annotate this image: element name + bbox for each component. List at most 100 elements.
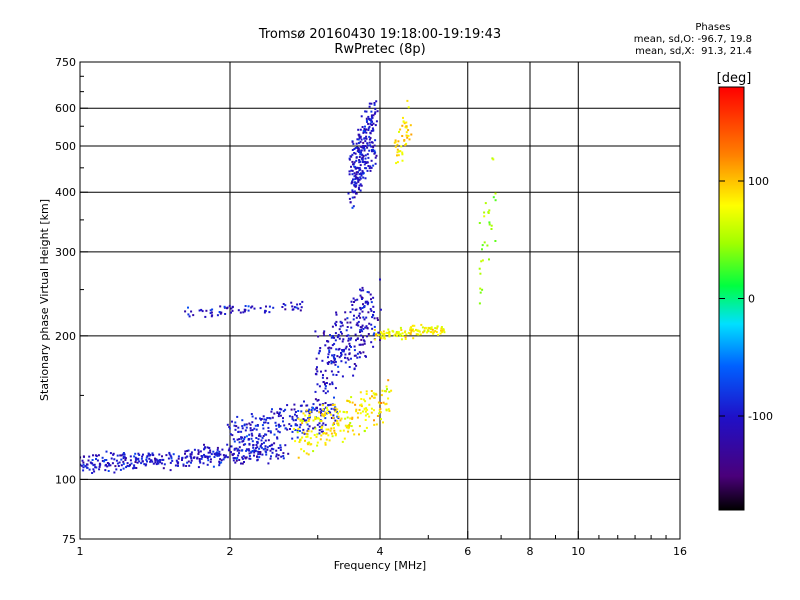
scatter-point [300,448,302,450]
scatter-point [360,190,362,192]
scatter-point [255,417,257,419]
scatter-point [213,466,215,468]
y-tick-label: 600 [55,102,76,115]
scatter-point [342,338,344,340]
scatter-point [86,467,88,469]
scatter-point [353,184,355,186]
scatter-point [343,411,345,413]
scatter-point [106,451,108,453]
scatter-point [272,307,274,309]
scatter-point [208,447,210,449]
scatter-point [481,289,483,291]
scatter-point [422,326,424,328]
scatter-point [251,435,253,437]
scatter-point [312,450,314,452]
scatter-point [299,303,301,305]
scatter-point [356,309,358,311]
scatter-point [321,431,323,433]
scatter-point [237,427,239,429]
scatter-point [370,324,372,326]
scatter-point [162,459,164,461]
scatter-point [356,171,358,173]
scatter-point [251,413,253,415]
scatter-point [416,329,418,331]
scatter-point [138,460,140,462]
scatter-point [441,326,443,328]
scatter-point [313,420,315,422]
scatter-point [406,135,408,137]
scatter-point [398,150,400,152]
scatter-point [341,418,343,420]
scatter-point [357,325,359,327]
scatter-point [316,436,318,438]
scatter-point [105,465,107,467]
scatter-point [372,297,374,299]
scatter-point [384,403,386,405]
scatter-point [301,422,303,424]
scatter-point [417,333,419,335]
scatter-point [266,449,268,451]
scatter-point [252,447,254,449]
scatter-point [352,173,354,175]
scatter-point [358,151,360,153]
scatter-point [489,224,491,226]
scatter-point [319,422,321,424]
scatter-point [367,123,369,125]
scatter-point [402,335,404,337]
scatter-point [244,424,246,426]
scatter-point [352,178,354,180]
scatter-point [306,433,308,435]
scatter-point [257,453,259,455]
scatter-point [410,134,412,136]
scatter-point [204,316,206,318]
scatter-point [328,351,330,353]
scatter-point [322,409,324,411]
scatter-point [355,410,357,412]
scatter-point [303,412,305,414]
scatter-point [219,305,221,307]
scatter-point [347,431,349,433]
scatter-point [371,160,373,162]
scatter-point [364,148,366,150]
scatter-point [353,205,355,207]
scatter-point [358,148,360,150]
scatter-point [198,466,200,468]
scatter-point [367,153,369,155]
colorbar-tick-label: -100 [748,410,773,423]
scatter-point [173,453,175,455]
scatter-point [227,456,229,458]
scatter-point [395,146,397,148]
scatter-point [255,450,257,452]
scatter-point [340,325,342,327]
scatter-point [379,408,381,410]
y-tick-label: 200 [55,330,76,343]
scatter-point [123,468,125,470]
scatter-point [133,455,135,457]
scatter-point [400,327,402,329]
scatter-point [256,429,258,431]
y-tick-label: 500 [55,140,76,153]
scatter-point [361,139,363,141]
scatter-point [327,390,329,392]
scatter-point [276,428,278,430]
scatter-point [223,458,225,460]
scatter-point [140,462,142,464]
scatter-point [284,308,286,310]
scatter-point [123,463,125,465]
scatter-point [271,448,273,450]
scatter-point [135,458,137,460]
scatter-point [82,469,84,471]
scatter-point [372,314,374,316]
scatter-point [352,141,354,143]
scatter-point [396,154,398,156]
scatter-point [366,327,368,329]
scatter-point [312,427,314,429]
scatter-point [276,436,278,438]
scatter-point [185,465,187,467]
scatter-point [355,160,357,162]
scatter-point [238,459,240,461]
scatter-point [89,469,91,471]
scatter-point [371,412,373,414]
scatter-point [312,407,314,409]
scatter-point [241,450,243,452]
